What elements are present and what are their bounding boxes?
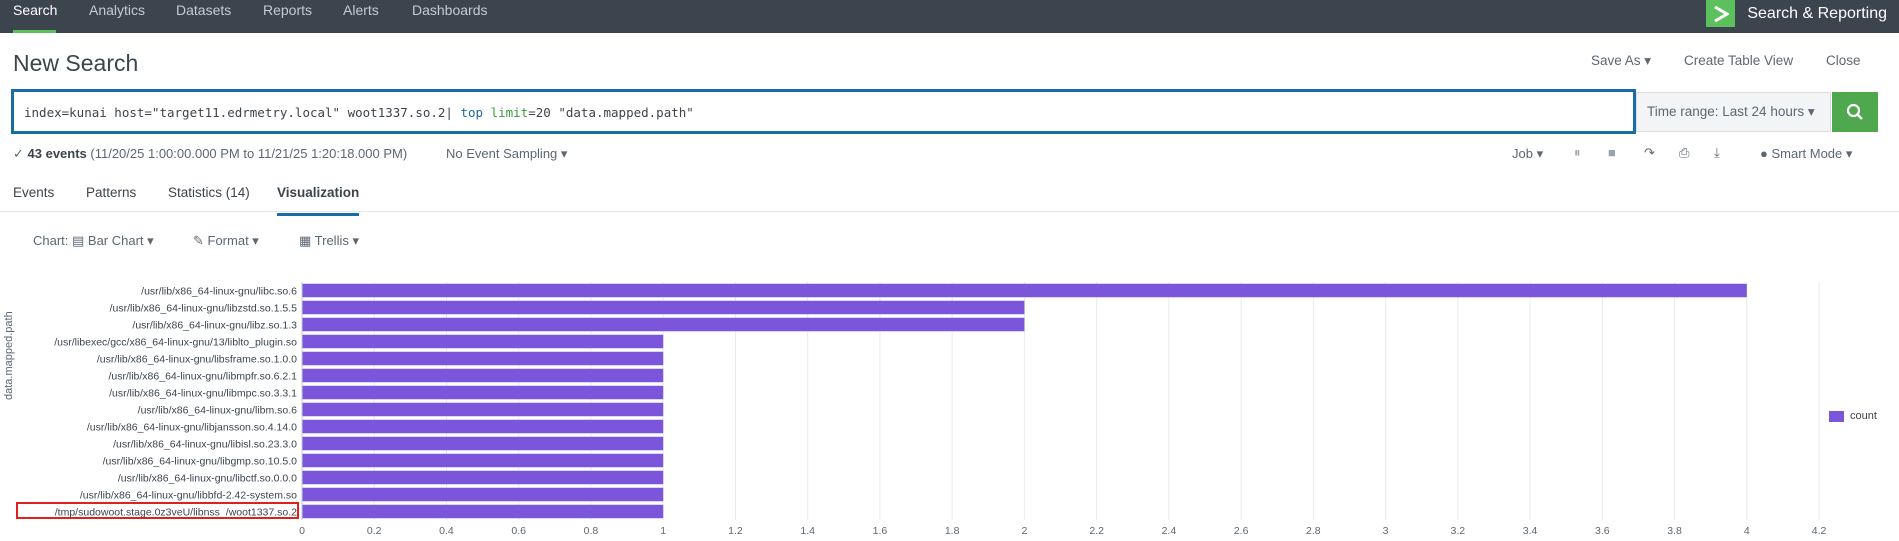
- chart-bar: [302, 385, 664, 400]
- x-tick-label: 4: [1744, 525, 1750, 537]
- nav-tab-search[interactable]: Search: [13, 0, 57, 33]
- nav-tab-reports[interactable]: Reports: [263, 2, 313, 18]
- y-category-label: /usr/lib/x86_64-linux-gnu/libbfd-2.42-sy…: [80, 490, 297, 502]
- legend-swatch-count: [1829, 410, 1844, 422]
- highlight-box: [16, 502, 299, 519]
- y-axis-title: data.mapped.path: [3, 311, 15, 400]
- y-category-label: /usr/lib/x86_64-linux-gnu/libjansson.so.…: [87, 422, 297, 434]
- print-icon[interactable]: ⎙: [1679, 145, 1690, 160]
- x-tick-label: 0.6: [511, 525, 526, 537]
- search-button[interactable]: [1832, 92, 1878, 132]
- tab-visualization[interactable]: Visualization: [277, 185, 360, 216]
- x-tick-label: 0.4: [439, 525, 454, 537]
- chart-bar: [302, 487, 664, 502]
- chart-bar: [302, 504, 664, 519]
- app-title[interactable]: Search & Reporting: [1706, 0, 1887, 27]
- lightbulb-icon: ●: [1760, 146, 1772, 161]
- search-icon: [1846, 103, 1863, 120]
- x-tick-label: 2.2: [1089, 525, 1104, 537]
- top-navigation: Search Analytics Datasets Reports Alerts…: [0, 0, 1899, 33]
- events-count[interactable]: 43 events: [27, 146, 87, 161]
- chart-bar: [302, 334, 664, 349]
- create-table-view-button[interactable]: Create Table View: [1684, 53, 1794, 68]
- x-tick-label: 3.6: [1595, 525, 1610, 537]
- chart-legend[interactable]: count: [1829, 410, 1877, 422]
- event-summary: ✓ 43 events (11/20/25 1:00:00.000 PM to …: [13, 146, 407, 162]
- x-tick-label: 1.2: [728, 525, 743, 537]
- chart-bar: [302, 436, 664, 451]
- x-tick-label: 2.6: [1234, 525, 1249, 537]
- nav-tab-datasets[interactable]: Datasets: [176, 2, 232, 18]
- result-tabs: Events Patterns Statistics (14) Visualiz…: [0, 174, 1899, 216]
- chart-bar: [302, 283, 1747, 298]
- y-category-label: /usr/lib/x86_64-linux-gnu/libmpfr.so.6.2…: [108, 371, 297, 383]
- x-tick-label: 3.4: [1523, 525, 1538, 537]
- pause-icon[interactable]: ⏸: [1574, 145, 1581, 160]
- tab-events[interactable]: Events: [13, 185, 55, 200]
- y-category-label: /usr/lib/x86_64-linux-gnu/libisl.so.23.3…: [113, 439, 297, 451]
- chart-bar: [302, 470, 664, 485]
- search-mode-dropdown[interactable]: ● Smart Mode ▾: [1760, 146, 1853, 161]
- x-tick-label: 3.8: [1667, 525, 1682, 537]
- x-tick-label: 1.8: [945, 525, 960, 537]
- x-tick-label: 2.8: [1306, 525, 1321, 537]
- y-category-label: /usr/lib/x86_64-linux-gnu/libzstd.so.1.5…: [110, 303, 298, 315]
- legend-label-count: count: [1850, 410, 1877, 422]
- save-as-button[interactable]: Save As ▾: [1591, 53, 1652, 68]
- app-logo-icon: [1706, 0, 1736, 27]
- tab-statistics[interactable]: Statistics (14): [168, 185, 250, 200]
- chart-bar: [302, 419, 664, 434]
- x-tick-label: 0: [299, 525, 305, 537]
- chart-bar: [302, 368, 664, 383]
- events-range: (11/20/25 1:00:00.000 PM to 11/21/25 1:2…: [86, 146, 408, 161]
- x-tick-label: 4.2: [1812, 525, 1827, 537]
- y-category-label: /usr/lib/x86_64-linux-gnu/libz.so.1.3: [132, 320, 297, 332]
- chart-bar: [302, 453, 664, 468]
- event-sampling-dropdown[interactable]: No Event Sampling ▾: [446, 146, 568, 161]
- page-title: New Search: [13, 50, 139, 76]
- share-icon[interactable]: ↷: [1644, 145, 1655, 160]
- search-query-input[interactable]: index=kunai host="target11.edrmetry.loca…: [11, 89, 1636, 134]
- nav-tab-dashboards[interactable]: Dashboards: [412, 2, 488, 18]
- y-category-label: /usr/lib/x86_64-linux-gnu/libm.so.6: [138, 405, 297, 417]
- trellis-dropdown[interactable]: ▦ Trellis ▾: [299, 233, 359, 248]
- close-button[interactable]: Close: [1826, 53, 1861, 68]
- export-icon[interactable]: ⤓: [1714, 145, 1720, 160]
- y-category-label: /usr/lib/x86_64-linux-gnu/libgmp.so.10.5…: [103, 456, 298, 468]
- nav-tab-analytics[interactable]: Analytics: [89, 2, 146, 18]
- chart-bar: [302, 351, 664, 366]
- job-menu[interactable]: Job ▾: [1512, 146, 1544, 161]
- x-tick-label: 1.4: [800, 525, 815, 537]
- time-range-picker[interactable]: Time range: Last 24 hours ▾: [1636, 92, 1831, 132]
- app-title-label: Search & Reporting: [1747, 4, 1887, 22]
- check-icon: ✓: [13, 146, 28, 161]
- tab-patterns[interactable]: Patterns: [86, 185, 137, 200]
- chart-type-dropdown[interactable]: Chart: ▤ Bar Chart ▾: [33, 233, 154, 248]
- search-query-text: index=kunai host="target11.edrmetry.loca…: [24, 105, 694, 120]
- format-dropdown[interactable]: ✎ Format ▾: [193, 233, 259, 248]
- x-tick-label: 2.4: [1162, 525, 1177, 537]
- y-category-label: /usr/lib/x86_64-linux-gnu/libc.so.6: [141, 286, 297, 298]
- stop-icon[interactable]: ■: [1608, 145, 1616, 160]
- y-category-label: /usr/lib/x86_64-linux-gnu/libmpc.so.3.3.…: [109, 388, 297, 400]
- x-tick-label: 0.2: [367, 525, 382, 537]
- x-tick-label: 3: [1383, 525, 1389, 537]
- x-tick-label: 1: [660, 525, 666, 537]
- y-category-label: /usr/lib/x86_64-linux-gnu/libsframe.so.1…: [97, 354, 297, 366]
- chart-bar: [302, 300, 1025, 315]
- x-tick-label: 2: [1021, 525, 1027, 537]
- chart-bar: [302, 317, 1025, 332]
- x-tick-label: 1.6: [873, 525, 888, 537]
- chart-bar: [302, 402, 664, 417]
- y-category-label: /usr/libexec/gcc/x86_64-linux-gnu/13/lib…: [54, 337, 297, 349]
- y-category-label: /usr/lib/x86_64-linux-gnu/libctf.so.0.0.…: [118, 473, 297, 485]
- x-tick-label: 0.8: [584, 525, 599, 537]
- nav-tab-alerts[interactable]: Alerts: [343, 2, 379, 18]
- x-tick-label: 3.2: [1451, 525, 1466, 537]
